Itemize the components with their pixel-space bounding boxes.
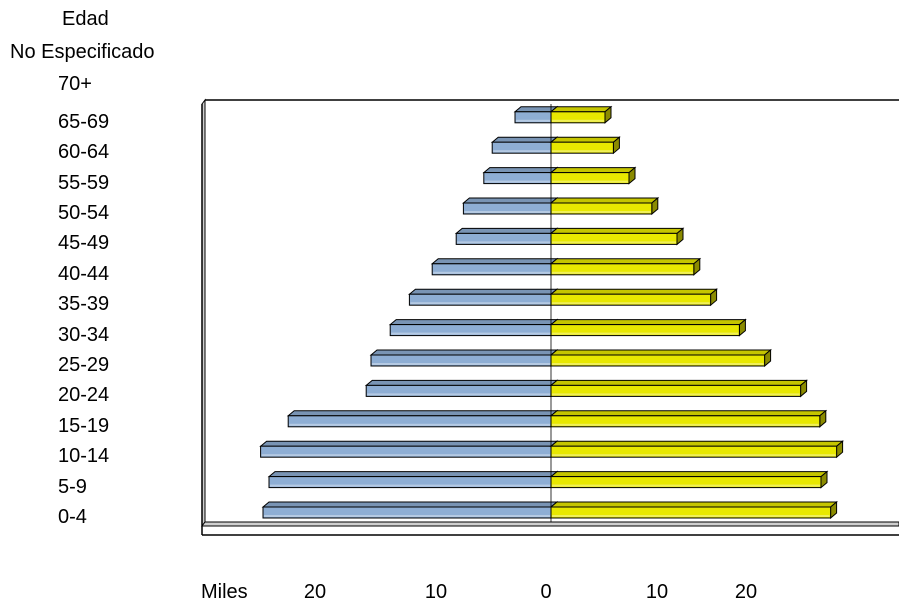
bar-right-10-14 — [549, 440, 844, 459]
bar-left-60-64 — [490, 136, 559, 155]
bar-left-5-9 — [267, 470, 559, 489]
bar-left-15-19 — [286, 409, 559, 428]
category-label: 15-19 — [58, 414, 110, 437]
x-tick-label: 20 — [303, 581, 327, 603]
category-label: 35-39 — [58, 293, 110, 316]
x-axis-title: Miles — [201, 581, 248, 603]
bar-left-55-59 — [482, 166, 559, 185]
bar-left-30-34 — [388, 318, 559, 337]
category-label: 60-64 — [58, 141, 110, 164]
frame-floor — [201, 521, 899, 527]
category-label: 45-49 — [58, 232, 110, 255]
y-axis-title: Edad — [62, 8, 109, 30]
x-tick-label: 10 — [424, 581, 448, 603]
bar-right-55-59 — [549, 166, 637, 185]
category-label: 55-59 — [58, 171, 110, 194]
bar-right-25-29 — [549, 348, 772, 368]
bar-right-35-39 — [549, 288, 718, 307]
category-label: 40-44 — [58, 262, 110, 285]
category-label-70-plus: 70+ — [58, 73, 92, 95]
bar-right-40-44 — [549, 257, 702, 276]
bar-right-65-69 — [549, 105, 613, 124]
category-label: 5-9 — [58, 475, 87, 498]
bar-left-20-24 — [364, 379, 559, 398]
bar-left-40-44 — [430, 257, 559, 276]
bar-right-0-4 — [549, 500, 838, 520]
bar-left-25-29 — [369, 348, 559, 368]
category-label: 65-69 — [58, 110, 110, 133]
category-label: 10-14 — [58, 445, 110, 468]
category-label: 25-29 — [58, 354, 110, 376]
bar-right-20-24 — [549, 379, 808, 398]
category-label: 30-34 — [58, 323, 110, 346]
bar-right-30-34 — [549, 318, 747, 337]
category-label: 50-54 — [58, 202, 110, 224]
bar-left-50-54 — [462, 196, 559, 216]
x-tick-label: 10 — [645, 581, 669, 603]
x-tick-label: 0 — [540, 581, 552, 603]
category-label-not-specified: No Especificado — [10, 41, 155, 63]
bar-right-5-9 — [549, 470, 829, 489]
bar-left-10-14 — [259, 440, 559, 459]
bar-right-45-49 — [549, 227, 685, 246]
x-tick-label: 20 — [734, 581, 758, 603]
bar-right-60-64 — [549, 136, 621, 155]
bar-left-45-49 — [454, 227, 559, 246]
bar-right-15-19 — [549, 409, 828, 428]
bar-left-35-39 — [408, 288, 559, 307]
bar-right-50-54 — [549, 196, 660, 216]
bar-left-0-4 — [261, 500, 559, 520]
category-label: 0-4 — [58, 506, 87, 528]
category-label: 20-24 — [58, 384, 110, 407]
